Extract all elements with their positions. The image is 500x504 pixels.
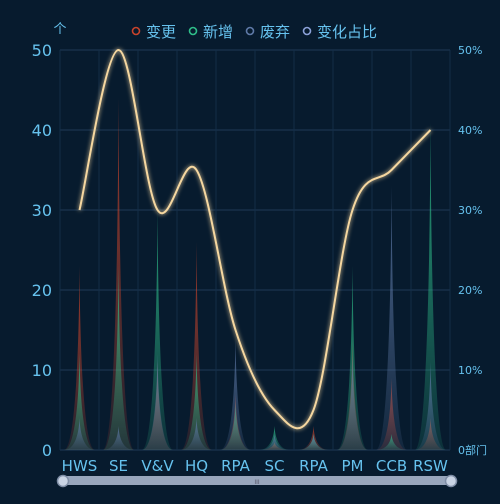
bar-变更-HQ [180, 242, 213, 450]
line-变化占比 [78, 48, 432, 430]
axes: 个 0 10 20 30 40 50 0部门 10% 20% 30% 40% 50% HWS SE V&V HQ… [32, 22, 487, 475]
legend[interactable]: 变更 新增 废弃 变化占比 [131, 23, 378, 41]
bars [63, 98, 447, 450]
bar-废弃-HQ [180, 418, 213, 450]
x-tick-label: RPA [299, 457, 329, 475]
legend-marker-icon [131, 26, 141, 36]
x-tick-label: HWS [62, 457, 98, 475]
y-tick-label: 40 [32, 121, 52, 140]
legend-marker-icon [245, 26, 255, 36]
y-axis-unit: 个 [53, 22, 66, 37]
bar-废弃-RSW [414, 362, 447, 450]
bar-废弃-CCB [375, 186, 408, 450]
legend-item-变化占比[interactable]: 变化占比 [302, 23, 378, 41]
grid [59, 49, 451, 451]
y2-tick-label: 50% [458, 44, 482, 57]
legend-label: 变化占比 [317, 23, 377, 41]
legend-item-变更[interactable]: 变更 [131, 23, 177, 41]
bar-废弃-V&V [141, 354, 174, 450]
datazoom-start-handle[interactable] [56, 474, 70, 488]
legend-marker-icon [188, 26, 198, 36]
x-tick-label: PM [342, 457, 364, 475]
legend-label: 废弃 [260, 23, 290, 41]
x-tick-label: V&V [141, 457, 174, 475]
bar-新增-HWS [63, 354, 96, 450]
x-tick-label: HQ [185, 457, 208, 475]
bar-新增-HQ [180, 354, 213, 450]
legend-item-新增[interactable]: 新增 [188, 23, 234, 41]
y-tick-label: 20 [32, 281, 52, 300]
datazoom-grip-icon: III [254, 479, 260, 486]
bar-新增-V&V [141, 210, 174, 450]
x-tick-label: RPA [221, 457, 251, 475]
legend-marker-icon [302, 26, 312, 36]
bar-新增-RSW [414, 122, 447, 450]
y-tick-label: 50 [32, 41, 52, 60]
x-tick-label: SE [109, 457, 128, 475]
x-tick-label: CCB [376, 457, 407, 475]
bar-新增-SE [102, 266, 135, 450]
y2-tick-label: 40% [458, 124, 482, 137]
bar-废弃-HWS [63, 418, 96, 450]
datazoom-track [62, 476, 452, 485]
legend-item-废弃[interactable]: 废弃 [245, 23, 291, 41]
y2-tick-label: 30% [458, 204, 482, 217]
bar-废弃-SE [102, 426, 135, 450]
legend-label: 变更 [146, 23, 176, 41]
bar-废弃-PM [336, 354, 369, 450]
x-tick-label: RSW [413, 457, 448, 475]
line-series [78, 48, 432, 430]
x-tick-label: SC [265, 457, 285, 475]
datazoom-end-handle[interactable] [444, 474, 458, 488]
legend-label: 新增 [203, 23, 233, 41]
bar-废弃-SC [258, 434, 291, 450]
y-tick-label: 30 [32, 201, 52, 220]
y2-tick-label: 10% [458, 364, 482, 377]
y-tick-label: 10 [32, 361, 52, 380]
y2-tick-label: 20% [458, 284, 482, 297]
y2-tick-label: 0部门 [458, 443, 487, 457]
bar-废弃-RPA [219, 338, 252, 450]
y-tick-label: 0 [42, 441, 52, 460]
bar-废弃-RPA [297, 434, 330, 450]
datazoom-slider[interactable]: III [56, 474, 458, 488]
